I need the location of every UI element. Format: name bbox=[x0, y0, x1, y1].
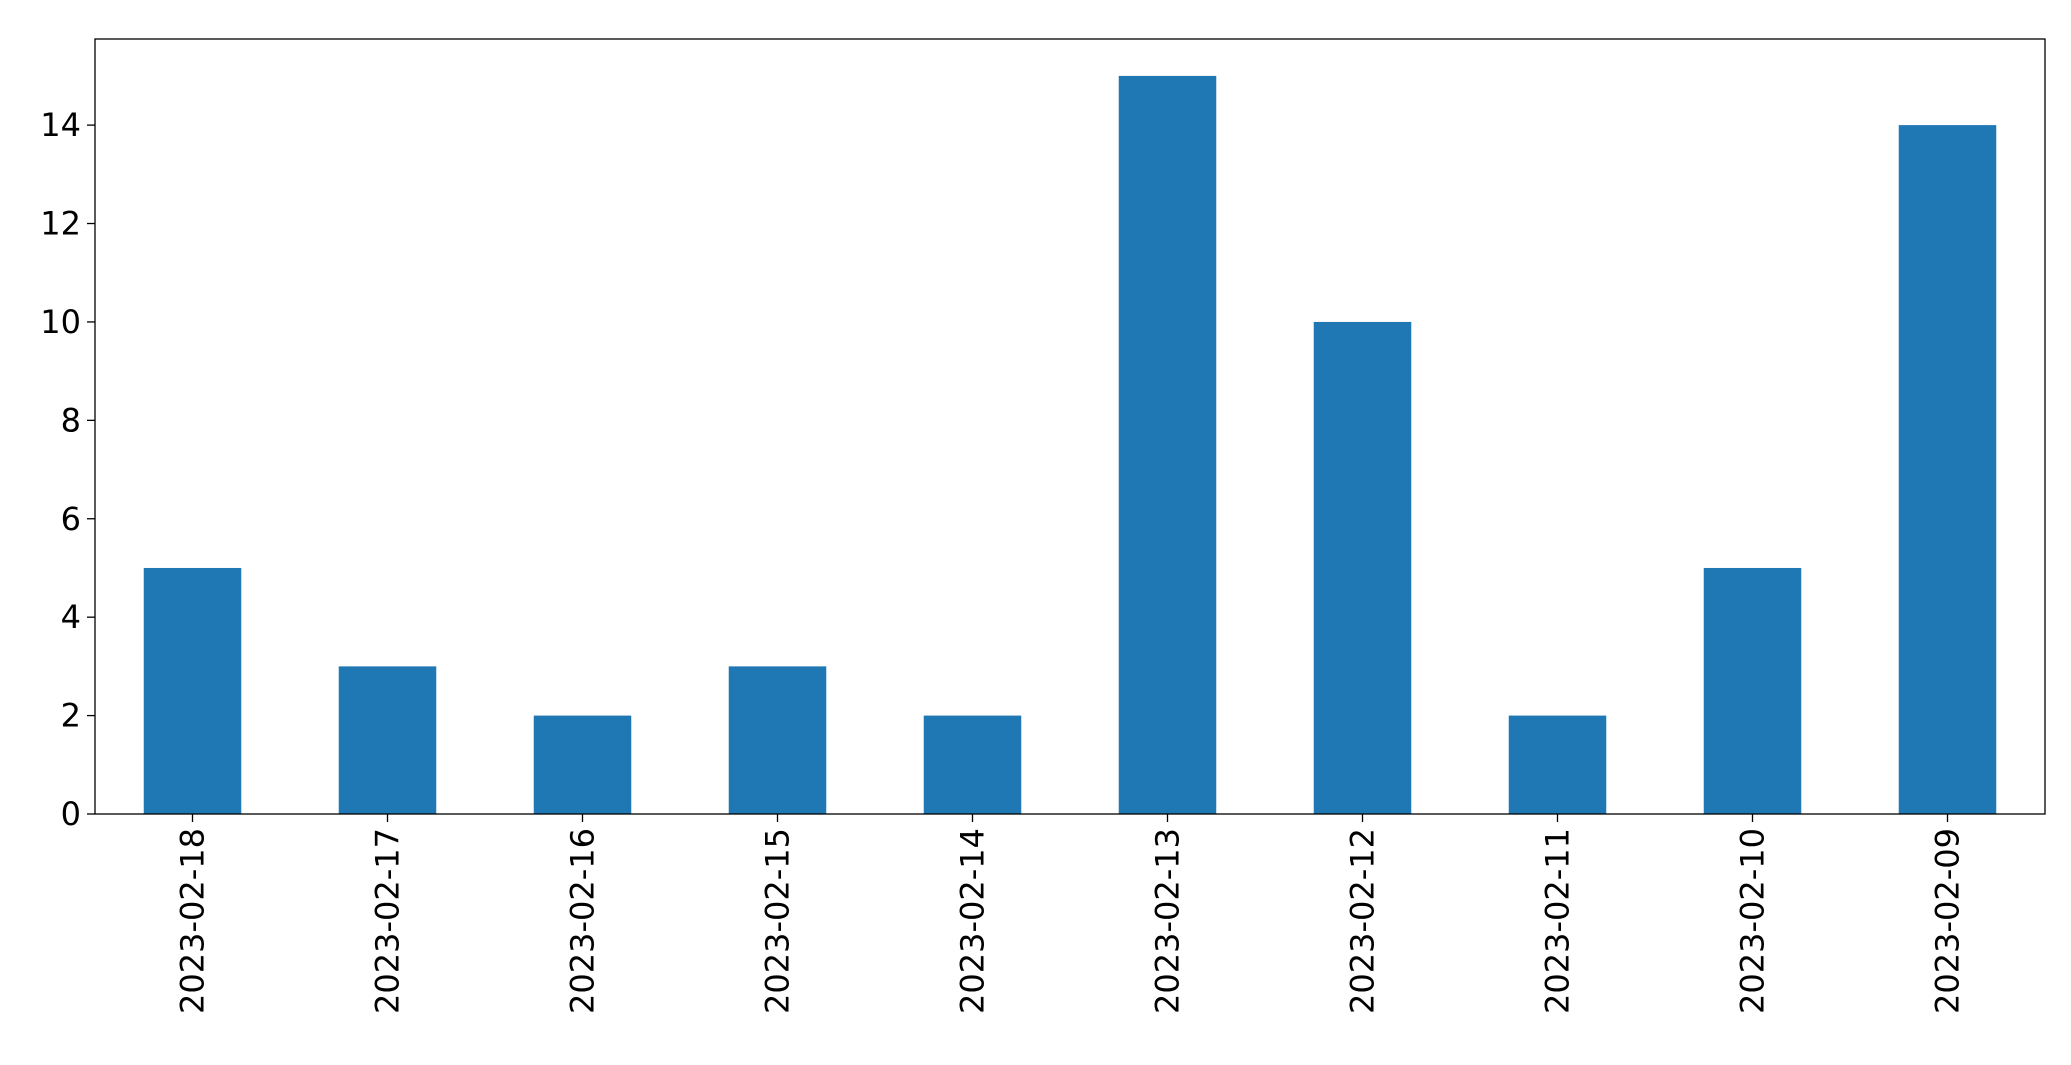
y-axis: 0 2 4 6 8 10 12 14 bbox=[40, 106, 95, 833]
bar bbox=[923, 715, 1022, 814]
bar bbox=[1508, 715, 1607, 814]
x-tick-label: 2023-02-15 bbox=[759, 828, 797, 1014]
bar bbox=[1313, 321, 1412, 814]
bar bbox=[728, 666, 827, 814]
x-tick-label: 2023-02-18 bbox=[174, 828, 212, 1014]
bar bbox=[1118, 75, 1217, 814]
y-tick-label: 0 bbox=[61, 795, 81, 833]
x-tick-label: 2023-02-09 bbox=[1929, 828, 1967, 1014]
x-tick-label: 2023-02-11 bbox=[1539, 828, 1577, 1014]
y-tick-label: 8 bbox=[61, 401, 81, 439]
bar bbox=[143, 567, 242, 814]
bar bbox=[533, 715, 632, 814]
y-tick-label: 10 bbox=[40, 303, 81, 341]
x-tick-label: 2023-02-13 bbox=[1149, 828, 1187, 1014]
y-tick-label: 6 bbox=[61, 500, 81, 538]
plot-frame bbox=[94, 38, 2046, 815]
x-tick-label: 2023-02-10 bbox=[1734, 828, 1772, 1014]
x-tick-label: 2023-02-12 bbox=[1344, 828, 1382, 1014]
y-tick-label: 12 bbox=[40, 205, 81, 243]
bar bbox=[1703, 567, 1802, 814]
x-tick-label: 2023-02-16 bbox=[564, 828, 602, 1014]
y-tick-label: 4 bbox=[61, 598, 81, 636]
bar bbox=[1898, 125, 1997, 815]
bars-group bbox=[143, 75, 1997, 815]
x-axis: 2023-02-18 2023-02-17 2023-02-16 2023-02-15… bbox=[174, 814, 1967, 1014]
bar bbox=[338, 666, 437, 814]
y-tick-label: 2 bbox=[61, 697, 81, 735]
x-tick-label: 2023-02-14 bbox=[954, 828, 992, 1014]
x-tick-label: 2023-02-17 bbox=[369, 828, 407, 1014]
y-tick-label: 14 bbox=[40, 106, 81, 144]
